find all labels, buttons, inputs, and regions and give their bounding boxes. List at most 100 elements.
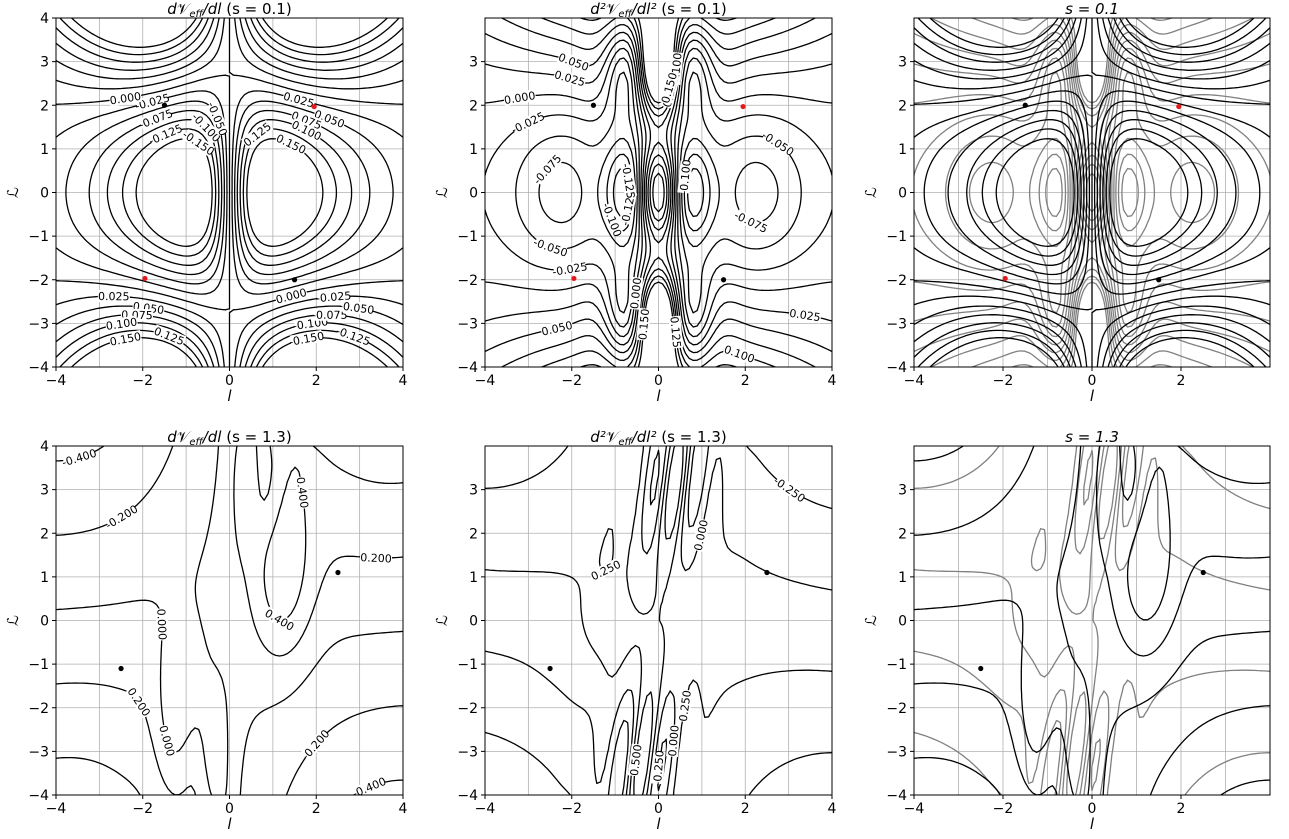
x-axis-label: l	[1090, 815, 1095, 833]
contour-label-bg	[676, 689, 694, 723]
critical-point	[142, 275, 148, 282]
x-tick-label: 0	[654, 373, 663, 389]
y-tick-label: −2	[886, 701, 907, 717]
y-tick-label: 3	[469, 483, 478, 499]
contour-label-bg	[539, 318, 574, 338]
contour-label: 0.000	[666, 725, 682, 757]
contour-label-bg	[289, 108, 324, 132]
y-tick-label: −4	[886, 360, 907, 376]
contour-label: 0.100	[722, 343, 756, 366]
grid-lines	[913, 445, 1271, 796]
x-tick-label: 4	[399, 373, 408, 389]
y-tick-label: 2	[898, 98, 907, 114]
contour-line	[485, 47, 832, 338]
x-tick-label: 2	[1177, 801, 1186, 817]
contour-label-bg	[135, 91, 170, 112]
y-tick-label: −3	[457, 744, 478, 760]
contour-label-bg	[300, 728, 331, 761]
contour-label: -0.200	[299, 727, 332, 762]
y-tick-label: 0	[469, 614, 478, 630]
panel-5: −4 −2 0 2 −4 −3 −2 −1 0 1 2 3 l ℒs = 1.3	[862, 428, 1271, 833]
x-tick-label: −2	[993, 373, 1014, 389]
critical-point	[547, 665, 553, 672]
contour-label-bg	[155, 608, 169, 641]
x-tick-label: 0	[225, 373, 234, 389]
critical-point	[161, 102, 168, 108]
y-tick-label: 0	[898, 614, 907, 630]
contour-label: 0.200	[125, 686, 153, 719]
x-tick-label: −2	[561, 801, 582, 817]
contours: -0.150-0.150-0.125-0.125-0.100-0.100-0.0…	[56, 18, 403, 367]
contour-label: 0.050	[540, 319, 574, 339]
contour-label-bg	[636, 307, 652, 341]
contour-label-bg	[618, 191, 638, 225]
y-tick-label: −1	[457, 229, 478, 245]
y-axis-label: ℒ	[4, 187, 22, 198]
contour-label-bg	[312, 107, 347, 131]
panel-2: −4 −2 0 2 −4 −3 −2 −1 0 1 2 3 l ℒs = 0.1	[862, 0, 1271, 405]
contour-label: -0.050	[338, 299, 375, 317]
x-tick-label: 0	[1088, 801, 1097, 817]
contour-label-bg	[157, 723, 178, 758]
panel-1: -0.125-0.125-0.100-0.100-0.075-0.075-0.0…	[433, 0, 837, 405]
contour-label: 0.000	[156, 724, 177, 758]
y-tick-label: −3	[28, 744, 49, 760]
contour-label: 0.400	[263, 607, 297, 634]
y-tick-label: 1	[898, 570, 907, 586]
contour-line	[485, 39, 832, 346]
panel-0: -0.150-0.150-0.125-0.125-0.100-0.100-0.0…	[4, 0, 408, 405]
contour-line	[485, 446, 832, 795]
y-tick-label: −1	[28, 229, 49, 245]
contour-label-bg	[240, 119, 274, 149]
critical-point	[1200, 569, 1206, 576]
x-tick-label: −4	[904, 801, 925, 817]
contours: -0.125-0.125-0.100-0.100-0.075-0.075-0.0…	[485, 18, 832, 367]
contour-label: 0.250	[589, 558, 623, 584]
y-tick-label: −2	[457, 701, 478, 717]
x-tick-label: −4	[46, 373, 67, 389]
contour-label-bg	[206, 101, 230, 136]
y-tick-label: 1	[469, 570, 478, 586]
contour-label-bg	[627, 743, 644, 777]
x-tick-label: 2	[1177, 373, 1186, 389]
contour-line	[923, 18, 1270, 367]
y-axis-label: ℒ	[433, 187, 451, 198]
x-tick-label: −4	[475, 373, 496, 389]
contour-label: 0.025	[282, 90, 316, 111]
y-tick-label: −2	[28, 701, 49, 717]
contour-label: 0.250	[677, 689, 694, 722]
contour-label: -0.200	[103, 503, 140, 532]
contour-label: -0.025	[551, 260, 588, 279]
contour-label-bg	[262, 606, 297, 634]
contour-line	[56, 18, 394, 367]
panel-title-2: s = 0.1	[1065, 0, 1119, 18]
contour-label-bg	[190, 111, 222, 144]
contour-label-bg	[628, 276, 644, 310]
x-tick-label: 0	[225, 801, 234, 817]
panel-4: -0.250-0.2500.0000.0000.2500.2500.500−4−…	[433, 428, 837, 833]
x-tick-label: 4	[828, 801, 837, 817]
contour-label: 0.400	[294, 476, 311, 509]
y-axis-label: ℒ	[862, 615, 880, 626]
y-tick-label: 0	[40, 614, 49, 630]
panel-title-5: s = 1.3	[1065, 428, 1119, 446]
critical-point	[764, 569, 770, 576]
y-tick-label: −4	[457, 788, 478, 804]
contour-label-bg	[289, 117, 324, 143]
contour-label-bg	[722, 342, 757, 365]
y-tick-label: −3	[886, 316, 907, 332]
x-axis-label: l	[656, 815, 661, 833]
y-tick-label: 1	[898, 142, 907, 158]
contour-label-bg	[351, 775, 387, 795]
contour-label-bg	[556, 50, 591, 74]
y-tick-label: 2	[469, 98, 478, 114]
contour-label-bg	[125, 685, 154, 719]
grid-lines	[55, 445, 404, 796]
contours	[914, 446, 1270, 795]
contour-label: 0.025	[788, 307, 821, 325]
contour-label-bg	[336, 324, 371, 348]
contour-line	[914, 446, 1270, 795]
y-tick-label: 2	[40, 526, 49, 542]
contour-label-bg	[600, 202, 624, 237]
contour-line	[59, 18, 338, 367]
